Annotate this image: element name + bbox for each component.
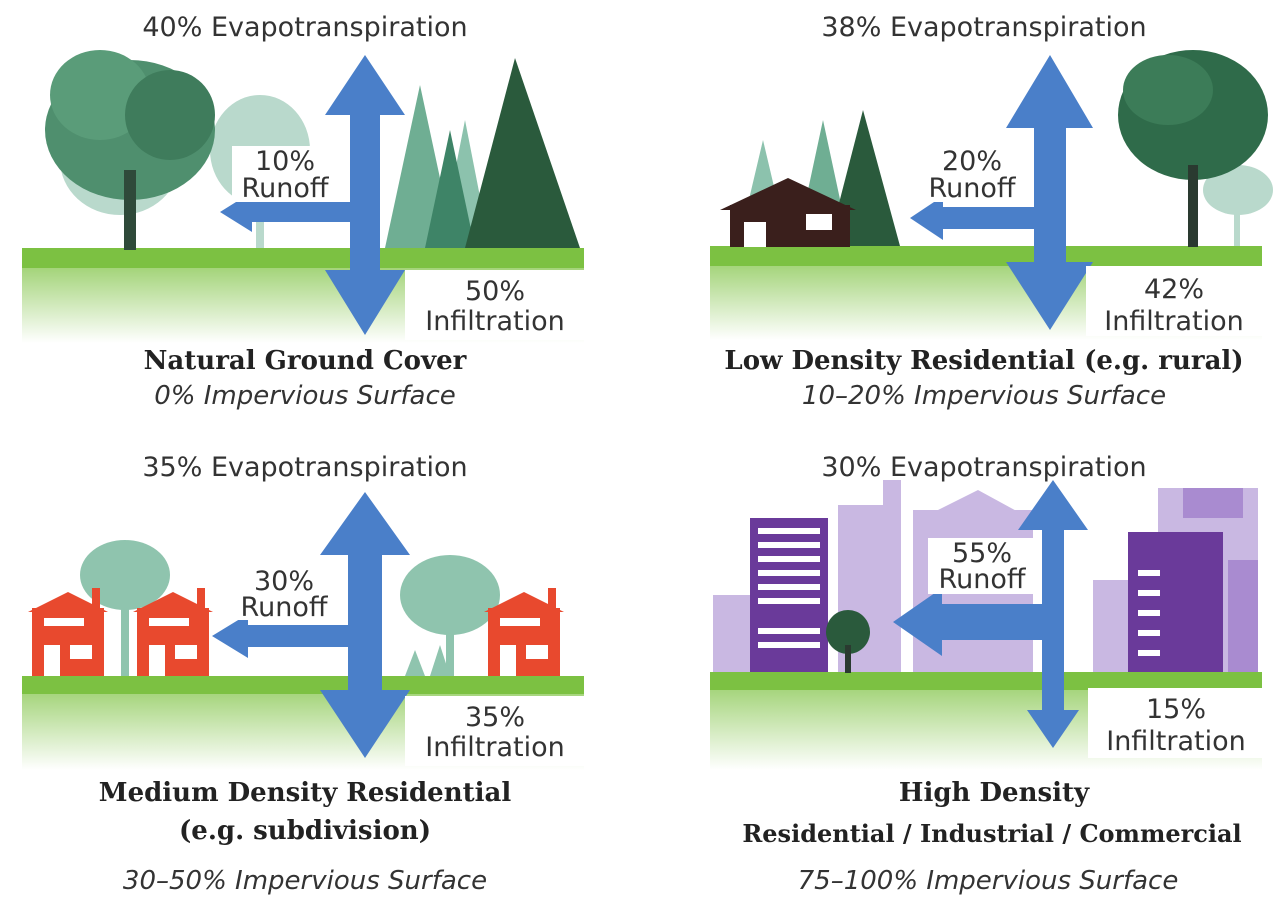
infiltration-label-box [1086,266,1262,336]
runoff-percent: 20% [941,146,1003,177]
infiltration-label: Infiltration [1106,726,1246,757]
vertical-flow-arrow [1018,480,1088,748]
runoff-label-box [228,564,340,620]
impervious-surface-label: 75–100% Impervious Surface [797,866,1179,896]
house-icon [28,588,108,676]
infiltration-percent: 50% [464,276,526,307]
infiltration-percent: 42% [1143,274,1205,305]
panel-title-line2: Residential / Industrial / Commercial [742,819,1242,848]
grass-strip [710,246,1262,266]
runoff-label: Runoff [241,173,329,204]
runoff-label: Runoff [240,592,328,623]
runoff-label: Runoff [938,564,1026,595]
evapotranspiration-label: 35% Evapotranspiration [142,452,468,483]
panel-natural-ground-cover: 40% Evapotranspiration 10% Runoff 50% In… [0,0,638,450]
mid-buildings [1183,488,1258,672]
impervious-surface-label: 0% Impervious Surface [154,381,456,411]
runoff-label: Runoff [928,173,1016,204]
high-density-illustration [710,480,1262,770]
deciduous-tree-icon [1118,50,1273,247]
panel-title-line2: (e.g. subdivision) [178,816,432,846]
infiltration-percent: 15% [1145,694,1207,725]
house-window [806,214,832,230]
runoff-label-box [232,146,337,202]
small-tree-icon [826,610,870,673]
panel-title-line1: Medium Density Residential [98,778,512,808]
impervious-surface-label: 10–20% Impervious Surface [801,381,1167,411]
evapotranspiration-label: 38% Evapotranspiration [821,12,1147,43]
panel-high-density: 30% Evapotranspiration 55% Runoff 15% In… [638,450,1276,900]
runoff-arrow [910,196,1034,240]
grass-strip [710,672,1262,690]
house-door [744,222,766,247]
house-windows [44,618,548,676]
infiltration-label: Infiltration [1104,306,1244,337]
runoff-label-box [918,146,1026,202]
infiltration-label: Infiltration [425,306,565,337]
background-trees [80,540,500,676]
building-windows [758,528,1160,656]
infiltration-label: Infiltration [425,732,565,763]
vertical-flow-arrow [325,55,405,335]
panel-title: Natural Ground Cover [143,346,467,376]
vertical-flow-arrow [320,492,410,758]
runoff-arrow [212,614,348,658]
infiltration-percent: 35% [464,702,526,733]
runoff-percent: 55% [951,538,1013,569]
evapotranspiration-label: 30% Evapotranspiration [821,452,1147,483]
impervious-surface-label: 30–50% Impervious Surface [122,866,488,896]
conifer-icon [425,130,475,248]
runoff-label-box [928,538,1036,594]
runoff-percent: 10% [254,146,316,177]
conifer-icon [465,58,580,248]
grass-strip [22,248,584,268]
infiltration-label-box [405,270,585,340]
infiltration-label-box [1088,688,1264,758]
runoff-arrow [893,588,1042,656]
evapotranspiration-label: 40% Evapotranspiration [142,12,468,43]
grass-strip [22,676,584,694]
panel-medium-density-residential: 35% Evapotranspiration 30% Runoff 35% In… [0,450,638,900]
infiltration-label-box [405,696,585,766]
runoff-arrow [220,192,350,232]
panel-title-line1: High Density [898,778,1090,808]
runoff-percent: 30% [253,566,315,597]
vertical-flow-arrow [1006,55,1093,330]
deciduous-tree-icon [45,50,215,250]
panel-title: Low Density Residential (e.g. rural) [724,346,1244,376]
panel-low-density-residential: 38% Evapotranspiration 20% Runoff 42% In… [638,0,1276,450]
